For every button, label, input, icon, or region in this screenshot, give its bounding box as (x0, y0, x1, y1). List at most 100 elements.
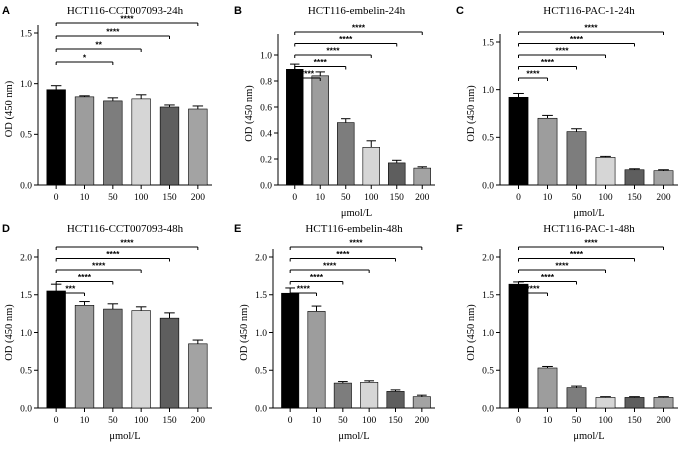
x-axis-title: μmol/L (573, 431, 604, 442)
bar-0 (508, 96, 529, 186)
significance-label: **** (555, 46, 569, 56)
bar-200 (188, 108, 208, 186)
bar-150 (624, 169, 645, 186)
y-tick-label: 1.0 (482, 86, 494, 96)
x-tick-label: 100 (598, 416, 613, 426)
panel-letter: D (2, 223, 10, 235)
significance-label: **** (352, 23, 366, 33)
y-tick-label: 0.5 (20, 131, 32, 141)
x-tick-label: 0 (516, 193, 521, 203)
bar-50 (566, 387, 587, 409)
bar-100 (595, 157, 616, 186)
x-tick-label: 10 (316, 193, 326, 203)
bar-0 (46, 290, 66, 409)
significance-label: **** (336, 249, 350, 259)
bar-50 (103, 308, 123, 409)
chart-title: HCT116-PAC-1-48h (543, 223, 635, 235)
bar-10 (537, 117, 558, 186)
bar-150 (388, 162, 406, 186)
significance-label: **** (526, 284, 540, 294)
y-tick-label: 0.4 (260, 129, 272, 139)
x-tick-label: 150 (390, 193, 405, 203)
x-tick-label: 50 (572, 416, 582, 426)
significance-label: ** (95, 40, 102, 50)
bar-0 (508, 283, 529, 409)
y-axis-title: OD (450 nm) (466, 304, 477, 361)
chart-panel-b: B HCT116-embelin-24h 0.0 0.2 0.4 0.6 0.8 1.0 OD … (234, 5, 435, 219)
bar-10 (74, 96, 95, 186)
significance-label: * (83, 53, 87, 63)
x-tick-label: 10 (543, 193, 553, 203)
chart-panel-f: F HCT116-PAC-1-48h 0.0 0.5 1.0 1.5 2.0 OD (450 … (456, 223, 678, 442)
significance-label: **** (106, 249, 120, 259)
bar-150 (159, 106, 180, 186)
significance-label: **** (570, 249, 584, 259)
significance-label: **** (541, 57, 555, 67)
significance-label: **** (349, 238, 363, 248)
bar-50 (566, 131, 587, 186)
x-tick-label: 100 (364, 193, 379, 203)
chart-title: HCT116-PAC-1-24h (543, 5, 635, 17)
x-tick-label: 100 (362, 416, 377, 426)
x-tick-label: 100 (134, 416, 149, 426)
y-tick-label: 1.0 (482, 329, 494, 339)
y-tick-label: 1.5 (482, 38, 494, 48)
panel-letter: F (456, 223, 463, 235)
y-tick-label: 0.0 (20, 404, 32, 414)
x-tick-label: 0 (54, 193, 59, 203)
y-tick-label: 0.0 (260, 181, 272, 191)
bar-0 (46, 89, 66, 186)
x-tick-label: 100 (598, 193, 613, 203)
bar-50 (337, 122, 355, 186)
y-tick-label: 0.5 (482, 134, 494, 144)
significance-label: **** (326, 46, 340, 56)
bar-100 (362, 147, 380, 186)
bar-50 (333, 382, 352, 409)
bar-150 (386, 391, 405, 409)
bar-150 (159, 317, 180, 409)
significance-label: **** (339, 34, 353, 44)
y-tick-label: 0.5 (20, 367, 32, 377)
bar-150 (624, 397, 645, 409)
significance-label: **** (78, 272, 92, 282)
x-tick-label: 10 (80, 416, 90, 426)
y-tick-label: 1.0 (255, 329, 267, 339)
chart-panel-d: D HCT116-CCT007093-48h 0.0 0.5 1.0 1.5 2.0 OD (… (2, 223, 212, 442)
y-tick-label: 0.0 (255, 404, 267, 414)
x-tick-label: 200 (415, 416, 430, 426)
y-tick-label: 0.0 (20, 181, 32, 191)
significance-label: **** (314, 57, 328, 67)
y-tick-label: 1.5 (255, 291, 267, 301)
x-tick-label: 200 (415, 193, 430, 203)
chart-title: HCT116-CCT007093-24h (67, 5, 184, 17)
y-tick-label: 2.0 (20, 253, 32, 263)
x-tick-label: 150 (162, 416, 177, 426)
y-tick-label: 2.0 (482, 253, 494, 263)
y-tick-label: 1.0 (20, 80, 32, 90)
chart-panel-e: E HCT116-embelin-48h 0.0 0.5 1.0 1.5 2.0 OD (45… (234, 223, 435, 442)
significance-label: *** (65, 284, 76, 294)
bar-100 (131, 98, 151, 186)
y-tick-label: 0.0 (482, 404, 494, 414)
y-tick-label: 1.5 (20, 291, 32, 301)
significance-label: **** (584, 238, 598, 248)
y-tick-label: 1.0 (260, 51, 272, 61)
y-axis-title: OD (450 nm) (466, 85, 477, 142)
panel-letter: C (456, 5, 464, 17)
x-tick-label: 150 (627, 416, 642, 426)
chart-title: HCT116-embelin-24h (308, 5, 406, 17)
x-tick-label: 0 (292, 193, 297, 203)
x-tick-label: 0 (288, 416, 293, 426)
y-axis-title: OD (450 nm) (239, 304, 250, 361)
bar-200 (188, 343, 208, 409)
y-tick-label: 0.5 (482, 367, 494, 377)
panel-letter: A (2, 5, 10, 17)
bar-0 (286, 69, 304, 186)
bar-100 (131, 310, 151, 409)
bar-10 (74, 305, 95, 409)
significance-label: **** (541, 272, 555, 282)
y-axis-title: OD (450 nm) (4, 304, 15, 361)
x-tick-label: 200 (656, 416, 671, 426)
chart-panel-c: C HCT116-PAC-1-24h 0.0 0.5 1.0 1.5 OD (450 nm)… (456, 5, 678, 219)
